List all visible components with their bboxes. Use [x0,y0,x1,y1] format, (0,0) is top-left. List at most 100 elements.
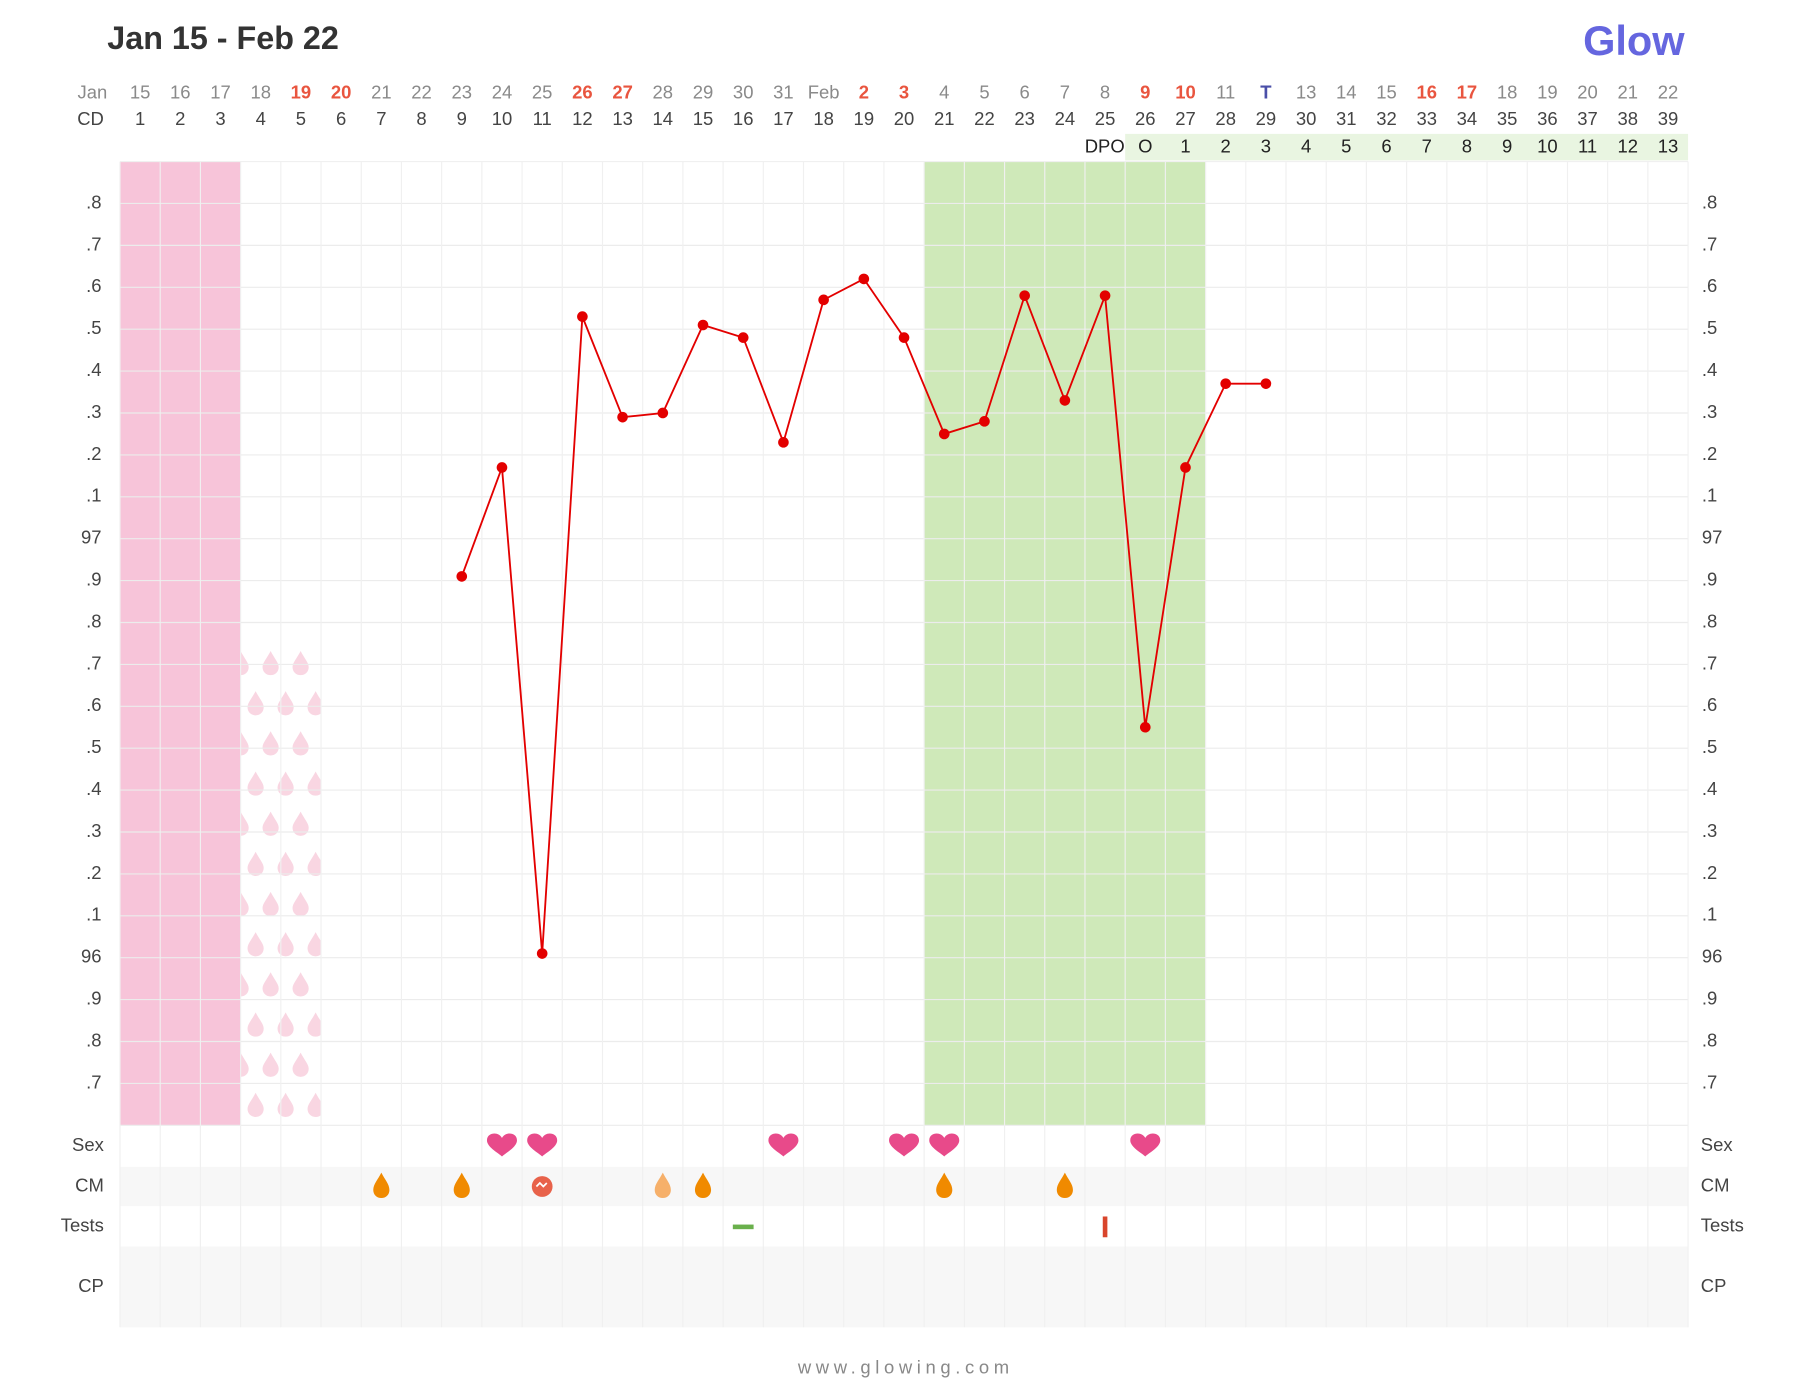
dpo-value: 7 [1422,136,1432,157]
spotting-drop [277,1092,294,1117]
y-tick-label: .4 [86,359,101,380]
row-label: CP [78,1275,104,1296]
y-tick-label: .7 [86,652,101,673]
date-label: 19 [1537,81,1558,102]
x-tick-label: 35 [1497,108,1518,129]
date-label: 7 [1060,81,1070,102]
spotting-drop [277,691,294,716]
footer: www.glowing.com [797,1357,1014,1378]
date-label: 16 [170,81,191,102]
temperature-point [1139,721,1151,733]
fertile-band [924,161,1206,1126]
event-dash [732,1224,754,1230]
x-tick-label: 9 [457,108,467,129]
data-layer [373,273,1272,1238]
x-tick-label: 1 [135,108,145,129]
date-label: 30 [733,81,754,102]
spotting-drop [247,1012,264,1037]
dpo-value: 1 [1180,136,1190,157]
temperature-point [979,416,990,427]
heart-icon [929,1133,960,1157]
dpo-value: 6 [1381,136,1391,157]
row-label-right: Sex [1701,1134,1734,1155]
x-tick-label: 31 [1336,108,1357,129]
drop-icon [654,1172,671,1199]
y2-tick-label: 97 [1702,527,1723,548]
x-tick-label: 27 [1175,108,1196,129]
y2-tick-label: .1 [1702,485,1717,506]
spotting-drop [240,1052,249,1077]
date-label: Feb [808,81,840,102]
event-heart [889,1133,920,1157]
y2-tick-label: .3 [1702,401,1717,422]
date-label: 13 [1296,81,1317,102]
x-tick-label: 30 [1296,108,1317,129]
spotting-drop [307,691,322,716]
temperature-point [496,462,508,473]
date-label: 3 [899,81,909,102]
y2-tick-label: .7 [1702,1071,1717,1092]
temperature-point [1019,290,1030,301]
period-band [120,161,241,1126]
temperature-point [1059,395,1071,406]
date-label: 29 [693,81,714,102]
event-bar [1102,1216,1108,1238]
y-tick-label: 96 [81,946,102,967]
row-label-right: CM [1701,1174,1730,1195]
date-label: 18 [250,81,271,102]
dpo-band [1125,133,1689,161]
date-label: 15 [1376,81,1397,102]
row-label: Tests [61,1215,104,1236]
x-tick-label: 14 [653,108,674,129]
y-tick-label: .6 [86,275,101,296]
spotting-drop [277,932,294,957]
temperature-point [778,437,789,448]
spotting-drop [262,891,279,917]
y-tick-label: .8 [86,191,101,212]
dpo-value: 3 [1261,136,1271,157]
event-heart [1130,1133,1161,1157]
x-tick-label: 23 [1014,108,1035,129]
temperature-point [1099,290,1111,301]
x-tick-label: 36 [1537,108,1558,129]
date-label: 17 [1457,81,1478,102]
x-tick-label: 4 [256,108,266,129]
date-label: 22 [411,81,432,102]
x-tick-label: 13 [612,108,633,129]
date-label: 20 [331,81,352,102]
date-label: 22 [1658,81,1679,102]
temperature-point [737,332,749,343]
spotting-drop [292,731,309,756]
spotting-drop [240,650,249,676]
x-tick-label: 16 [733,108,754,129]
heart-icon [527,1133,558,1157]
spotting-drop [262,972,279,997]
y2-tick-label: .4 [1702,359,1717,380]
event-drop [453,1172,470,1199]
dpo-value: 4 [1301,136,1311,157]
y2-tick-label: .7 [1702,652,1717,673]
date-label: 4 [939,81,949,102]
y-tick-label: .7 [86,1071,101,1092]
temperature-point [657,407,669,419]
dpo-value: 5 [1341,136,1351,157]
y2-tick-label: .5 [1702,317,1717,338]
date-label: 6 [1020,81,1030,102]
spotting-drop [307,851,322,877]
x-tick-label: 19 [854,108,875,129]
x-tick-label: 18 [813,108,834,129]
date-label: 2 [859,81,869,102]
event-drop [373,1172,390,1199]
date-label: T [1260,81,1272,102]
dpo-value: 2 [1221,136,1231,157]
dpo-value: O [1138,136,1152,157]
spotting-drop [292,1052,309,1077]
egg-icon-mark [535,1181,548,1188]
heart-icon [889,1133,920,1157]
x-tick-label: 10 [492,108,513,129]
background-layer [120,133,1689,1328]
y2-tick-label: .6 [1702,694,1717,715]
dpo-value: 9 [1502,136,1512,157]
x-tick-label: 12 [572,108,593,129]
